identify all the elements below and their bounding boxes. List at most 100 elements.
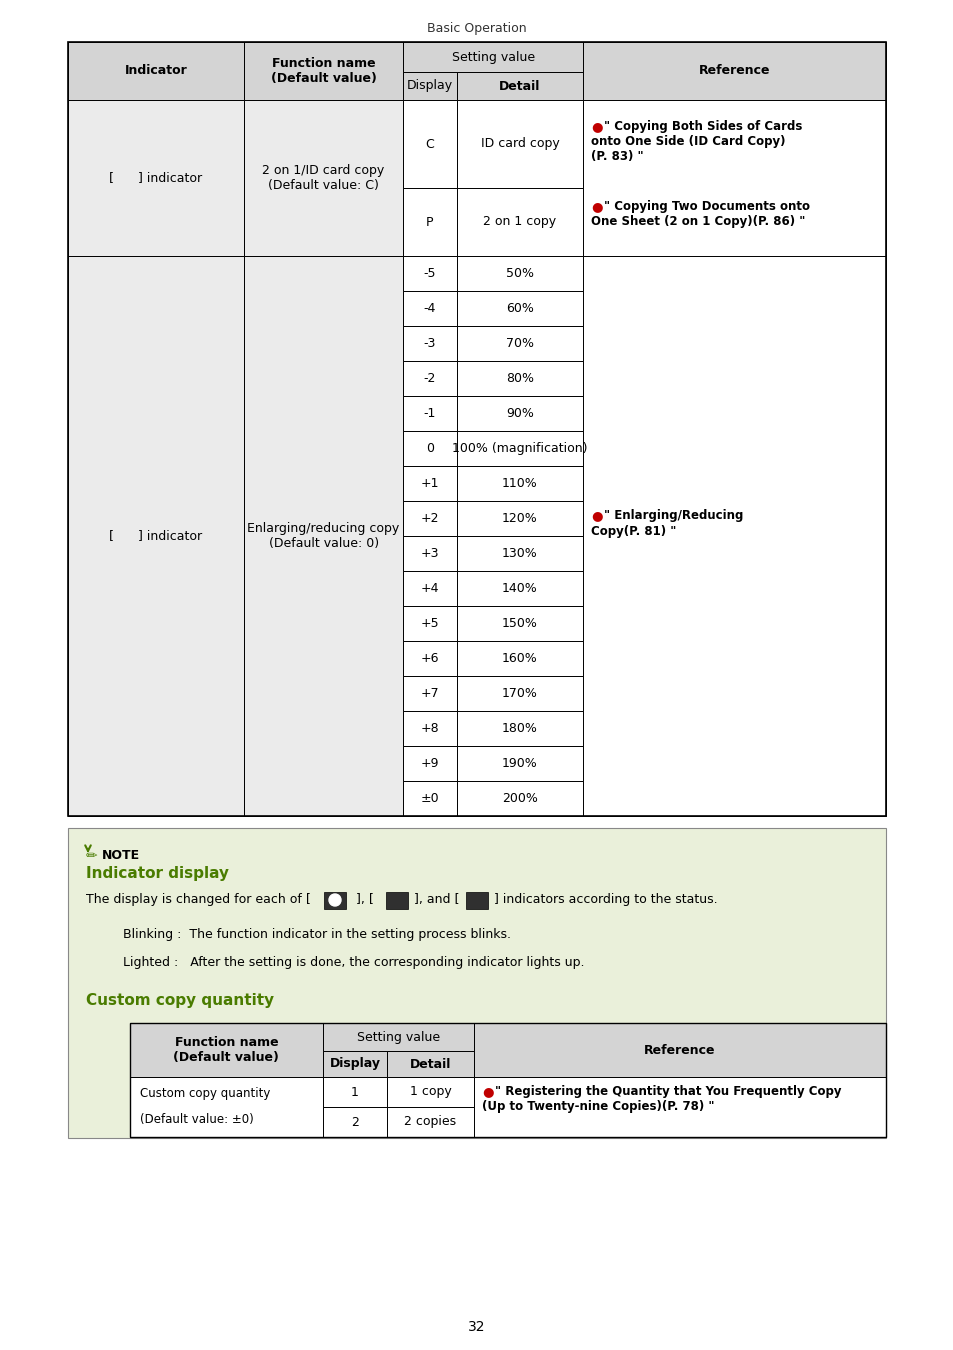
Text: Reference: Reference [699,65,770,77]
Bar [474,1023,885,1077]
Text: 190%: 190% [501,757,537,769]
Text: 50%: 50% [505,267,534,279]
Bar [244,100,403,256]
Text: +1: +1 [420,477,438,490]
Text: 110%: 110% [501,477,537,490]
Bar [403,325,456,360]
Text: -5: -5 [423,267,436,279]
Bar [456,292,582,325]
Text: -2: -2 [423,373,436,385]
Bar [403,292,456,325]
Bar [582,256,885,815]
Bar [465,892,488,909]
Bar [68,42,244,100]
Text: ID card copy: ID card copy [480,138,558,150]
Bar [403,466,456,501]
Bar [387,1077,474,1107]
Bar [387,1052,474,1077]
Bar [403,571,456,606]
Text: ●: ● [481,1085,493,1098]
Bar [386,892,408,909]
Text: ●: ● [591,509,602,522]
Text: C: C [425,138,434,150]
Bar [68,256,244,815]
Text: 100% (magnification): 100% (magnification) [452,441,587,455]
Bar [456,536,582,571]
Bar [474,1077,885,1137]
Text: ], [: ], [ [352,892,374,906]
Text: Custom copy quantity: Custom copy quantity [86,994,274,1008]
Bar [322,1052,387,1077]
Text: ●: ● [591,120,602,134]
Bar [456,396,582,431]
Bar [456,606,582,641]
Text: 2 on 1/ID card copy
(Default value: C): 2 on 1/ID card copy (Default value: C) [262,163,384,192]
Text: ●: ● [591,200,602,213]
Text: " Enlarging/Reducing: " Enlarging/Reducing [603,509,743,522]
Bar [403,501,456,536]
Text: 150%: 150% [501,617,537,630]
Text: ✏: ✏ [86,849,97,863]
Text: [      ] indicator: [ ] indicator [110,171,202,185]
Bar [403,711,456,747]
Text: 180%: 180% [501,722,537,734]
Bar [322,1023,474,1052]
Text: Lighted :   After the setting is done, the corresponding indicator lights up.: Lighted : After the setting is done, the… [123,956,584,969]
Bar [456,360,582,396]
Bar [403,256,456,292]
Circle shape [329,894,340,906]
Text: Blinking :  The function indicator in the setting process blinks.: Blinking : The function indicator in the… [123,927,511,941]
Bar [403,676,456,711]
Bar [456,100,582,188]
Bar [403,606,456,641]
Text: Display: Display [407,80,453,93]
Text: P: P [426,216,434,228]
Bar [68,42,885,815]
Bar [456,501,582,536]
Text: Function name
(Default value): Function name (Default value) [271,57,376,85]
Text: 60%: 60% [505,302,534,315]
Bar [456,431,582,466]
Bar [244,42,403,100]
Text: The display is changed for each of [: The display is changed for each of [ [86,892,311,906]
Bar [456,72,582,100]
Bar [324,892,346,909]
Text: +3: +3 [420,547,438,560]
Bar [68,100,244,256]
Text: " Copying Both Sides of Cards: " Copying Both Sides of Cards [603,120,801,134]
Bar [130,1023,885,1137]
Text: ] indicators according to the status.: ] indicators according to the status. [490,892,717,906]
Bar [403,396,456,431]
Text: +7: +7 [420,687,438,701]
Bar [456,711,582,747]
Text: +2: +2 [420,512,438,525]
Bar [387,1107,474,1137]
Bar [403,747,456,782]
Text: 200%: 200% [501,792,537,805]
Text: (P. 83) ": (P. 83) " [591,150,643,163]
Text: Enlarging/reducing copy
(Default value: 0): Enlarging/reducing copy (Default value: … [247,522,399,549]
Text: Display: Display [329,1057,380,1071]
Bar [456,782,582,815]
Bar [68,828,885,1138]
Text: NOTE: NOTE [102,849,140,863]
Text: ], and [: ], and [ [410,892,459,906]
Text: 90%: 90% [505,406,534,420]
Text: +5: +5 [420,617,438,630]
Text: 120%: 120% [501,512,537,525]
Bar [322,1077,387,1107]
Text: " Registering the Quantity that You Frequently Copy: " Registering the Quantity that You Freq… [495,1085,841,1098]
Text: (Up to Twenty-nine Copies)(P. 78) ": (Up to Twenty-nine Copies)(P. 78) " [481,1100,714,1112]
Text: [      ] indicator: [ ] indicator [110,529,202,543]
Text: +8: +8 [420,722,438,734]
Text: Custom copy quantity: Custom copy quantity [140,1088,270,1100]
Text: 1: 1 [351,1085,358,1099]
Bar [456,188,582,256]
Bar [456,571,582,606]
Text: +6: +6 [420,652,438,666]
Text: Setting value: Setting value [452,50,535,63]
Bar [403,100,456,188]
Text: 80%: 80% [505,373,534,385]
Text: +9: +9 [420,757,438,769]
Text: Indicator display: Indicator display [86,865,229,882]
